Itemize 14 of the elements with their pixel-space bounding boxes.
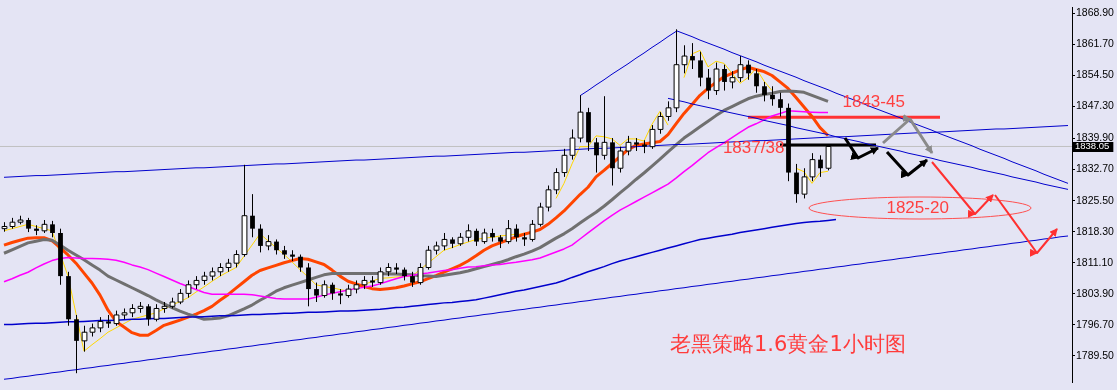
y-tick-label: 1811.10: [1076, 255, 1114, 268]
annotation: 1837/38: [722, 138, 785, 158]
y-tick-label: 1854.50: [1076, 68, 1115, 81]
y-tick-label: 1868.90: [1076, 6, 1115, 19]
y-tick-label: 1847.30: [1076, 99, 1115, 112]
y-tick-label: 1832.70: [1076, 162, 1115, 175]
y-tick-label: 1861.70: [1076, 37, 1115, 50]
text: 老黑策略1.6黄金1小时图: [670, 332, 906, 357]
y-tick-label: 1796.70: [1076, 317, 1115, 330]
y-tick-label: 1825.50: [1076, 193, 1115, 206]
annotation: 1825-20: [886, 197, 949, 217]
y-tick-label: 1789.50: [1076, 348, 1115, 361]
y-tick-label: 1803.90: [1076, 286, 1115, 299]
y-tick-label: 1818.30: [1076, 224, 1115, 237]
